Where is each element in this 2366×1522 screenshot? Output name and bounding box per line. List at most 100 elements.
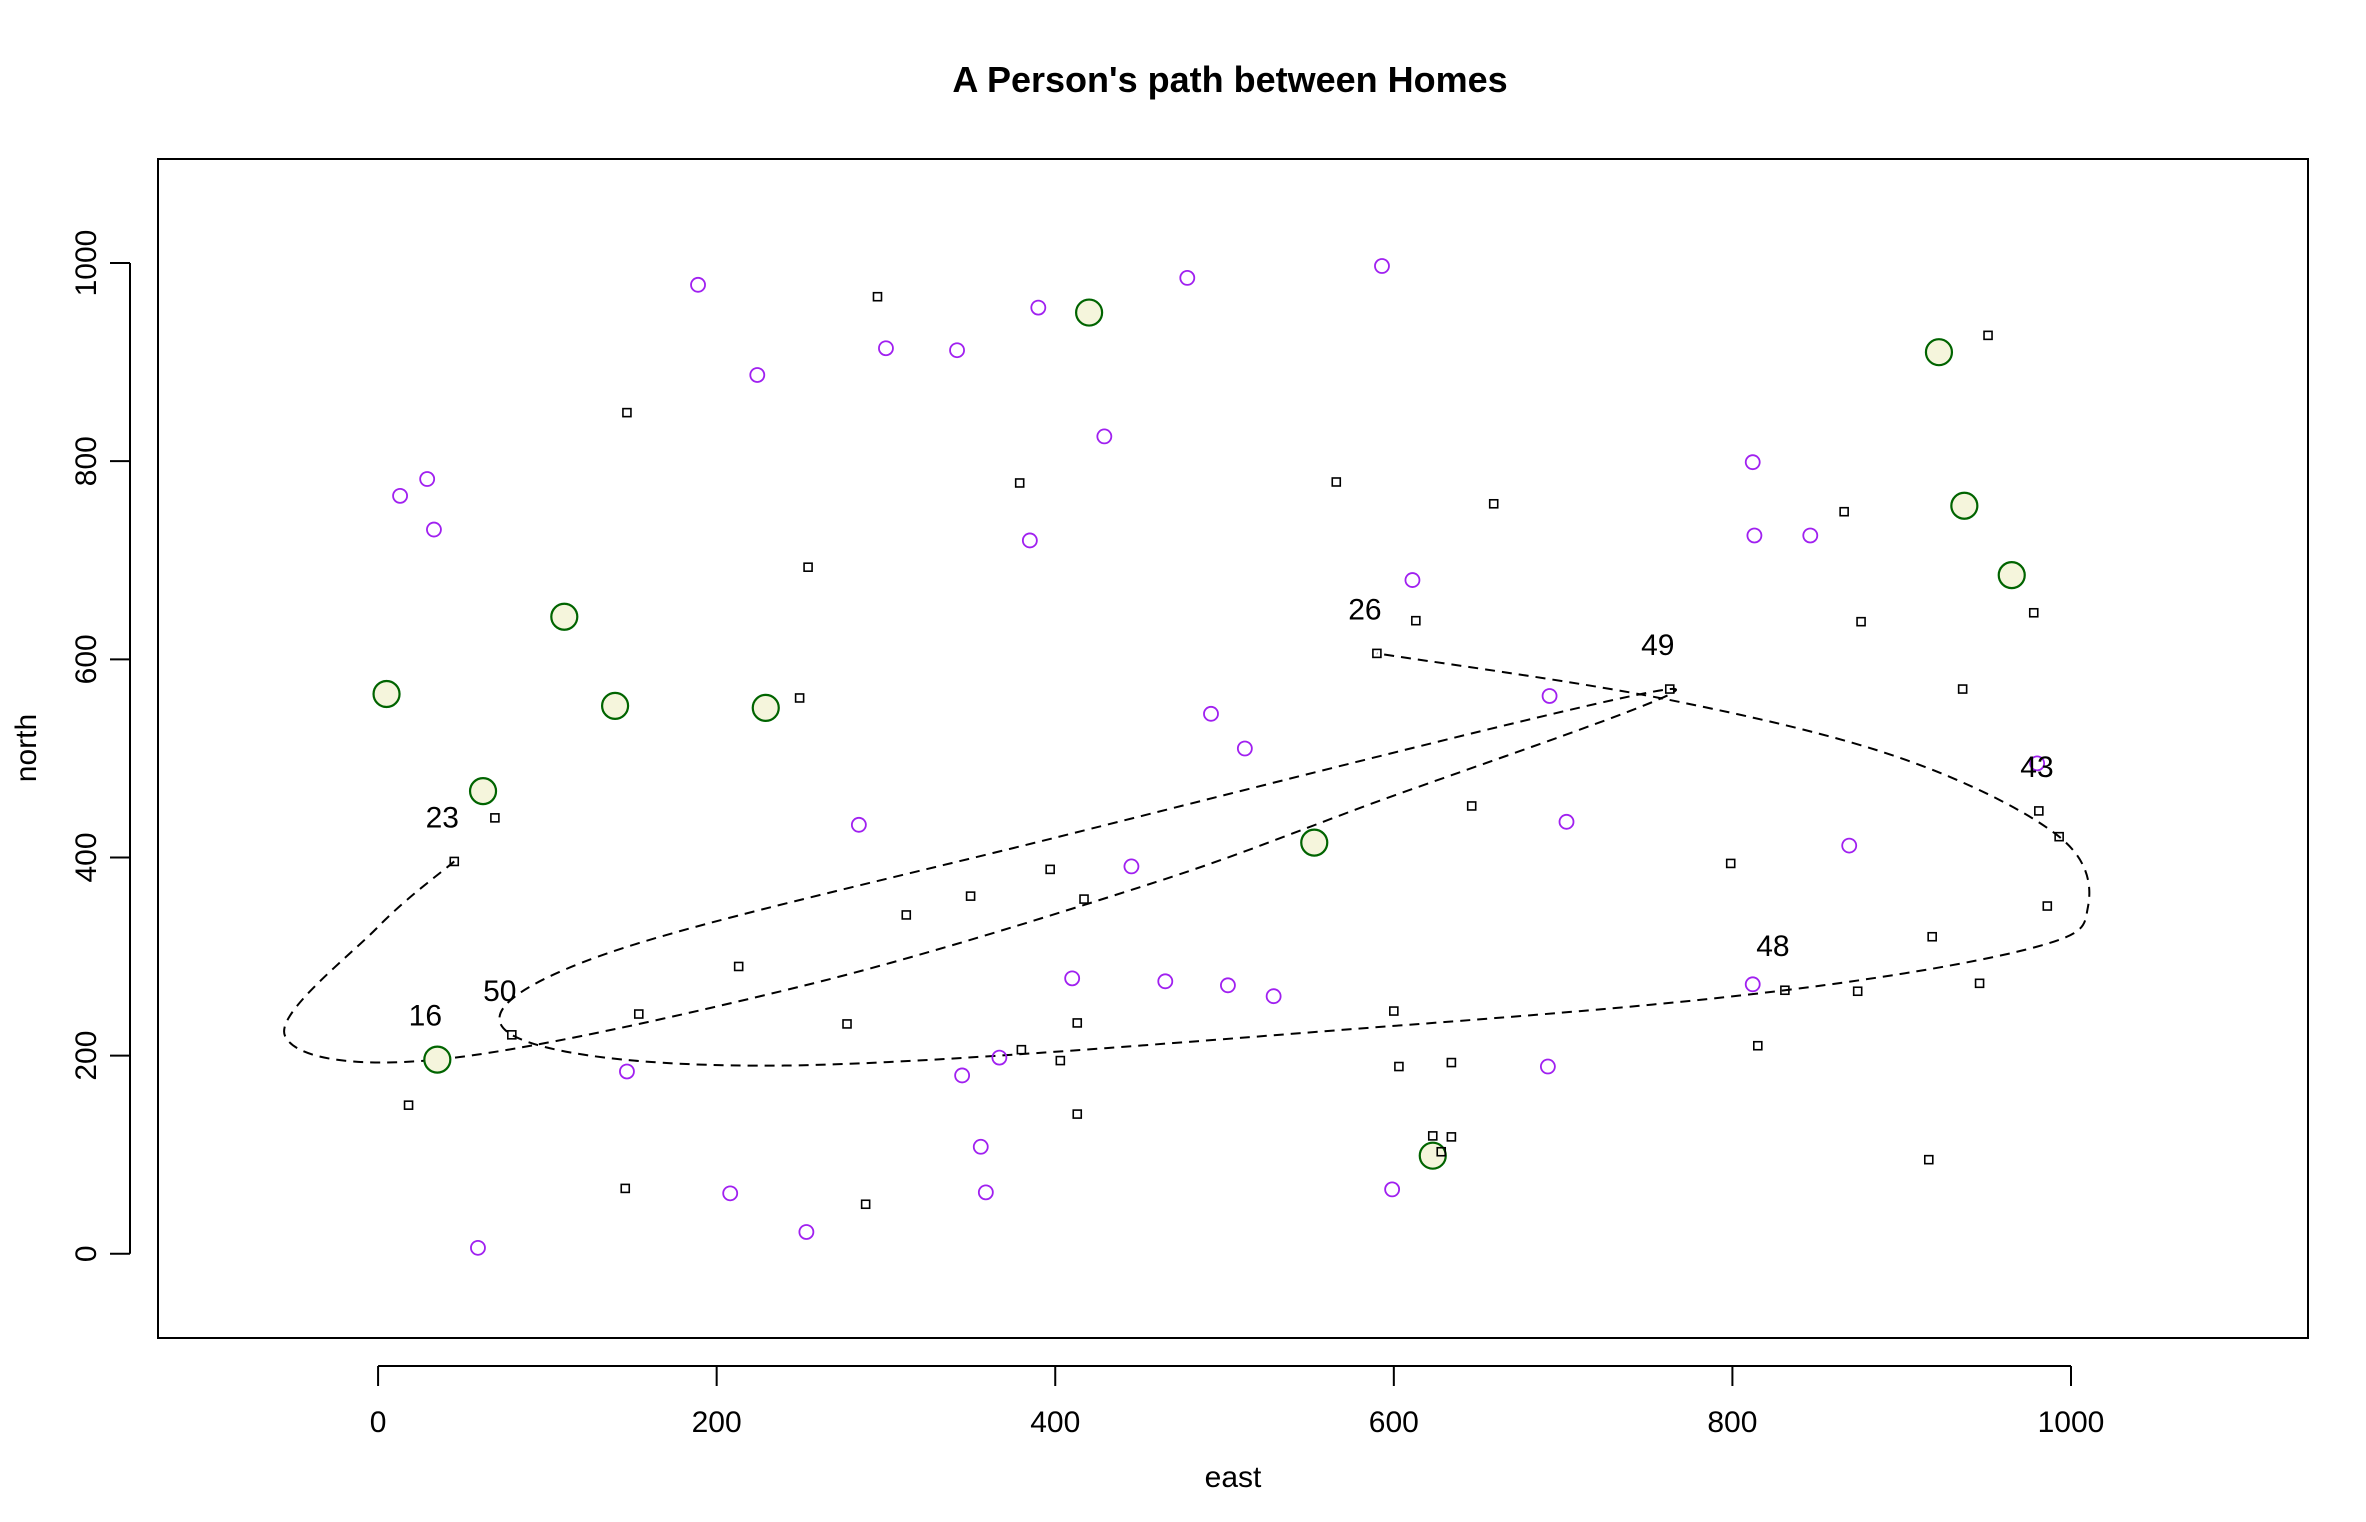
purple-point [1220, 977, 1236, 994]
square-point [507, 1030, 517, 1040]
home-point [1075, 298, 1104, 327]
purple-point [1539, 1058, 1556, 1075]
purple-point [470, 1239, 486, 1256]
x-axis: 0 200 400 600 800 1000 [370, 1365, 2104, 1439]
purple-point [1179, 269, 1196, 286]
y-axis-label: north [10, 714, 43, 782]
purple-point [2029, 755, 2046, 772]
square-point [794, 693, 805, 703]
purple-point [392, 487, 408, 504]
purple-point [1123, 858, 1140, 875]
square-point [1045, 864, 1055, 875]
square-point [1927, 931, 1937, 942]
purple-point [1203, 705, 1219, 722]
square-point [1014, 478, 1025, 488]
home-point [600, 691, 630, 720]
purple-point [419, 471, 436, 487]
square-point [872, 291, 883, 302]
point-label: 43 [2020, 751, 2053, 784]
square-point [1372, 648, 1382, 659]
y-tick-label: 600 [70, 634, 103, 684]
square-point [1839, 506, 1849, 517]
purple-point [1558, 813, 1575, 830]
square-point [1436, 1146, 1447, 1157]
square-point [1427, 1131, 1438, 1141]
square-point [1389, 1006, 1399, 1016]
purple-point [972, 1138, 989, 1155]
purple-point [1744, 976, 1761, 993]
square-point [1957, 684, 1968, 694]
purple-point [690, 276, 706, 293]
purple-point [954, 1067, 971, 1084]
y-axis: 0 200 400 600 800 1000 [70, 230, 131, 1262]
square-point [1664, 684, 1675, 694]
square-point [1488, 498, 1499, 509]
square-point [449, 856, 460, 867]
purple-point [1744, 454, 1761, 471]
square-point [1079, 894, 1089, 904]
plot-frame [157, 158, 2309, 1339]
annotation-layer: 26 49 43 23 48 50 16 [409, 593, 2054, 1032]
y-tick-label: 0 [70, 1245, 103, 1262]
purple-point [1157, 973, 1174, 990]
purple-point [1384, 1181, 1401, 1198]
square-point [842, 1019, 852, 1029]
square-point [965, 891, 976, 901]
point-label: 26 [1348, 593, 1381, 626]
point-label: 16 [409, 1000, 442, 1033]
square-point [1725, 858, 1736, 869]
purple-point [850, 816, 867, 833]
square-point [1394, 1061, 1404, 1072]
square-point [1446, 1132, 1457, 1142]
purple-point [798, 1224, 815, 1240]
square-point [1446, 1057, 1457, 1068]
square-point [1072, 1109, 1083, 1119]
x-tick-label: 600 [1369, 1406, 1419, 1439]
points-layer [372, 258, 2064, 1256]
square-point [901, 910, 912, 920]
home-point [1924, 338, 1954, 367]
square-point [1983, 330, 1993, 341]
purple-point [749, 367, 766, 383]
square-point [1055, 1055, 1066, 1066]
purple-point [1265, 988, 1282, 1005]
home-point [751, 693, 780, 722]
purple-point [722, 1185, 739, 1202]
point-label: 48 [1756, 930, 1789, 963]
square-point [1331, 477, 1342, 487]
home-point [550, 602, 579, 631]
purple-point [991, 1049, 1008, 1066]
square-point [1016, 1044, 1027, 1055]
purple-point [1021, 532, 1038, 549]
home-point [468, 777, 498, 806]
square-point [490, 813, 500, 823]
purple-point [878, 340, 894, 357]
x-axis-label: east [1205, 1461, 1262, 1494]
x-tick-label: 0 [370, 1406, 387, 1439]
purple-point [1374, 258, 1390, 274]
x-tick-label: 200 [692, 1406, 742, 1439]
y-tick-label: 400 [70, 832, 103, 882]
y-tick-label: 200 [70, 1031, 103, 1081]
x-tick-label: 400 [1030, 1406, 1080, 1439]
square-point [1923, 1154, 1934, 1165]
purple-point [619, 1063, 635, 1080]
purple-point [426, 521, 442, 538]
square-point [633, 1009, 644, 1019]
square-point [860, 1199, 871, 1210]
home-point [423, 1045, 452, 1074]
chart-title: A Person's path between Homes [952, 59, 1507, 100]
point-label: 23 [426, 801, 459, 834]
square-point [1072, 1018, 1083, 1028]
purple-point [1030, 299, 1047, 316]
square-point [1753, 1040, 1763, 1051]
purple-point [1064, 970, 1081, 987]
square-point [1974, 978, 1985, 989]
purple-point [1802, 527, 1819, 544]
point-label: 50 [483, 975, 516, 1008]
y-tick-label: 800 [70, 436, 103, 486]
path-layer [283, 652, 2091, 1067]
square-point [803, 562, 813, 572]
square-point [2034, 806, 2044, 816]
